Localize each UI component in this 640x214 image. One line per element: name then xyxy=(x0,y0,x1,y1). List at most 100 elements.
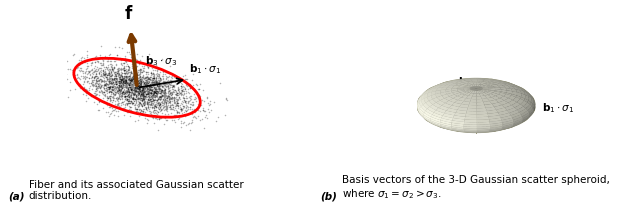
Point xyxy=(156,93,166,96)
Point xyxy=(118,106,129,110)
Point xyxy=(137,96,147,99)
Point xyxy=(104,76,114,79)
Point xyxy=(153,76,163,80)
Point xyxy=(102,73,112,77)
Point xyxy=(135,85,145,88)
Point xyxy=(127,82,138,86)
Point xyxy=(108,80,118,84)
Point xyxy=(134,84,145,87)
Point xyxy=(90,68,100,72)
Point xyxy=(122,95,132,98)
Point xyxy=(117,95,127,98)
Point xyxy=(136,92,146,95)
Point xyxy=(117,84,127,87)
Point xyxy=(134,74,145,78)
Point xyxy=(111,85,121,88)
Point xyxy=(129,103,140,106)
Point xyxy=(148,98,159,101)
Point xyxy=(124,89,134,93)
Point xyxy=(99,73,109,77)
Point xyxy=(182,83,193,87)
Point xyxy=(116,90,126,93)
Point xyxy=(131,75,141,78)
Point xyxy=(108,82,118,86)
Point xyxy=(151,94,161,97)
Point xyxy=(113,73,124,76)
Point xyxy=(113,96,123,100)
Point xyxy=(94,67,104,70)
Point xyxy=(51,65,61,68)
Point xyxy=(180,80,190,84)
Point xyxy=(166,103,176,106)
Point xyxy=(148,72,159,75)
Point xyxy=(106,71,116,74)
Point xyxy=(129,86,139,90)
Point xyxy=(121,101,131,105)
Point xyxy=(150,87,160,90)
Point xyxy=(165,78,175,82)
Point xyxy=(110,74,120,77)
Point xyxy=(173,96,184,99)
Point xyxy=(152,82,162,85)
Point xyxy=(157,90,167,94)
Point xyxy=(60,66,70,69)
Text: (b): (b) xyxy=(320,191,337,201)
Point xyxy=(143,79,153,83)
Point xyxy=(124,65,134,69)
Point xyxy=(152,68,162,71)
Point xyxy=(166,83,177,87)
Point xyxy=(106,84,116,88)
Point xyxy=(95,78,105,81)
Point xyxy=(127,80,138,83)
Point xyxy=(105,99,115,103)
Point xyxy=(145,83,156,87)
Point xyxy=(131,85,141,88)
Point xyxy=(161,106,171,109)
Point xyxy=(136,82,146,86)
Point xyxy=(158,90,168,93)
Point xyxy=(153,82,163,85)
Point xyxy=(158,80,168,83)
Point xyxy=(125,108,136,111)
Point xyxy=(125,79,136,82)
Point xyxy=(154,84,164,87)
Point xyxy=(123,65,133,68)
Point xyxy=(131,93,141,97)
Point xyxy=(91,86,101,89)
Point xyxy=(81,100,92,103)
Point xyxy=(145,95,156,98)
Point xyxy=(134,80,144,84)
Point xyxy=(116,85,127,89)
Point xyxy=(141,80,152,83)
Point xyxy=(145,82,155,86)
Point xyxy=(106,95,116,98)
Point xyxy=(161,101,171,104)
Point xyxy=(150,91,161,95)
Point xyxy=(184,95,195,99)
Point xyxy=(151,91,161,95)
Point xyxy=(120,79,131,83)
Point xyxy=(113,69,123,72)
Point xyxy=(184,91,195,95)
Point xyxy=(82,56,92,59)
Point xyxy=(132,91,143,94)
Point xyxy=(152,103,162,106)
Point xyxy=(104,86,115,89)
Point xyxy=(154,89,164,93)
Point xyxy=(122,50,132,54)
Point xyxy=(77,71,88,75)
Point xyxy=(129,106,140,110)
Point xyxy=(156,108,166,111)
Point xyxy=(152,98,163,102)
Point xyxy=(153,97,163,101)
Point xyxy=(154,84,164,88)
Point xyxy=(144,85,154,89)
Point xyxy=(160,104,170,108)
Point xyxy=(161,96,172,100)
Point xyxy=(105,59,115,63)
Point xyxy=(131,82,141,86)
Point xyxy=(114,83,124,87)
Point xyxy=(97,57,108,60)
Point xyxy=(99,90,109,93)
Point xyxy=(160,85,170,88)
